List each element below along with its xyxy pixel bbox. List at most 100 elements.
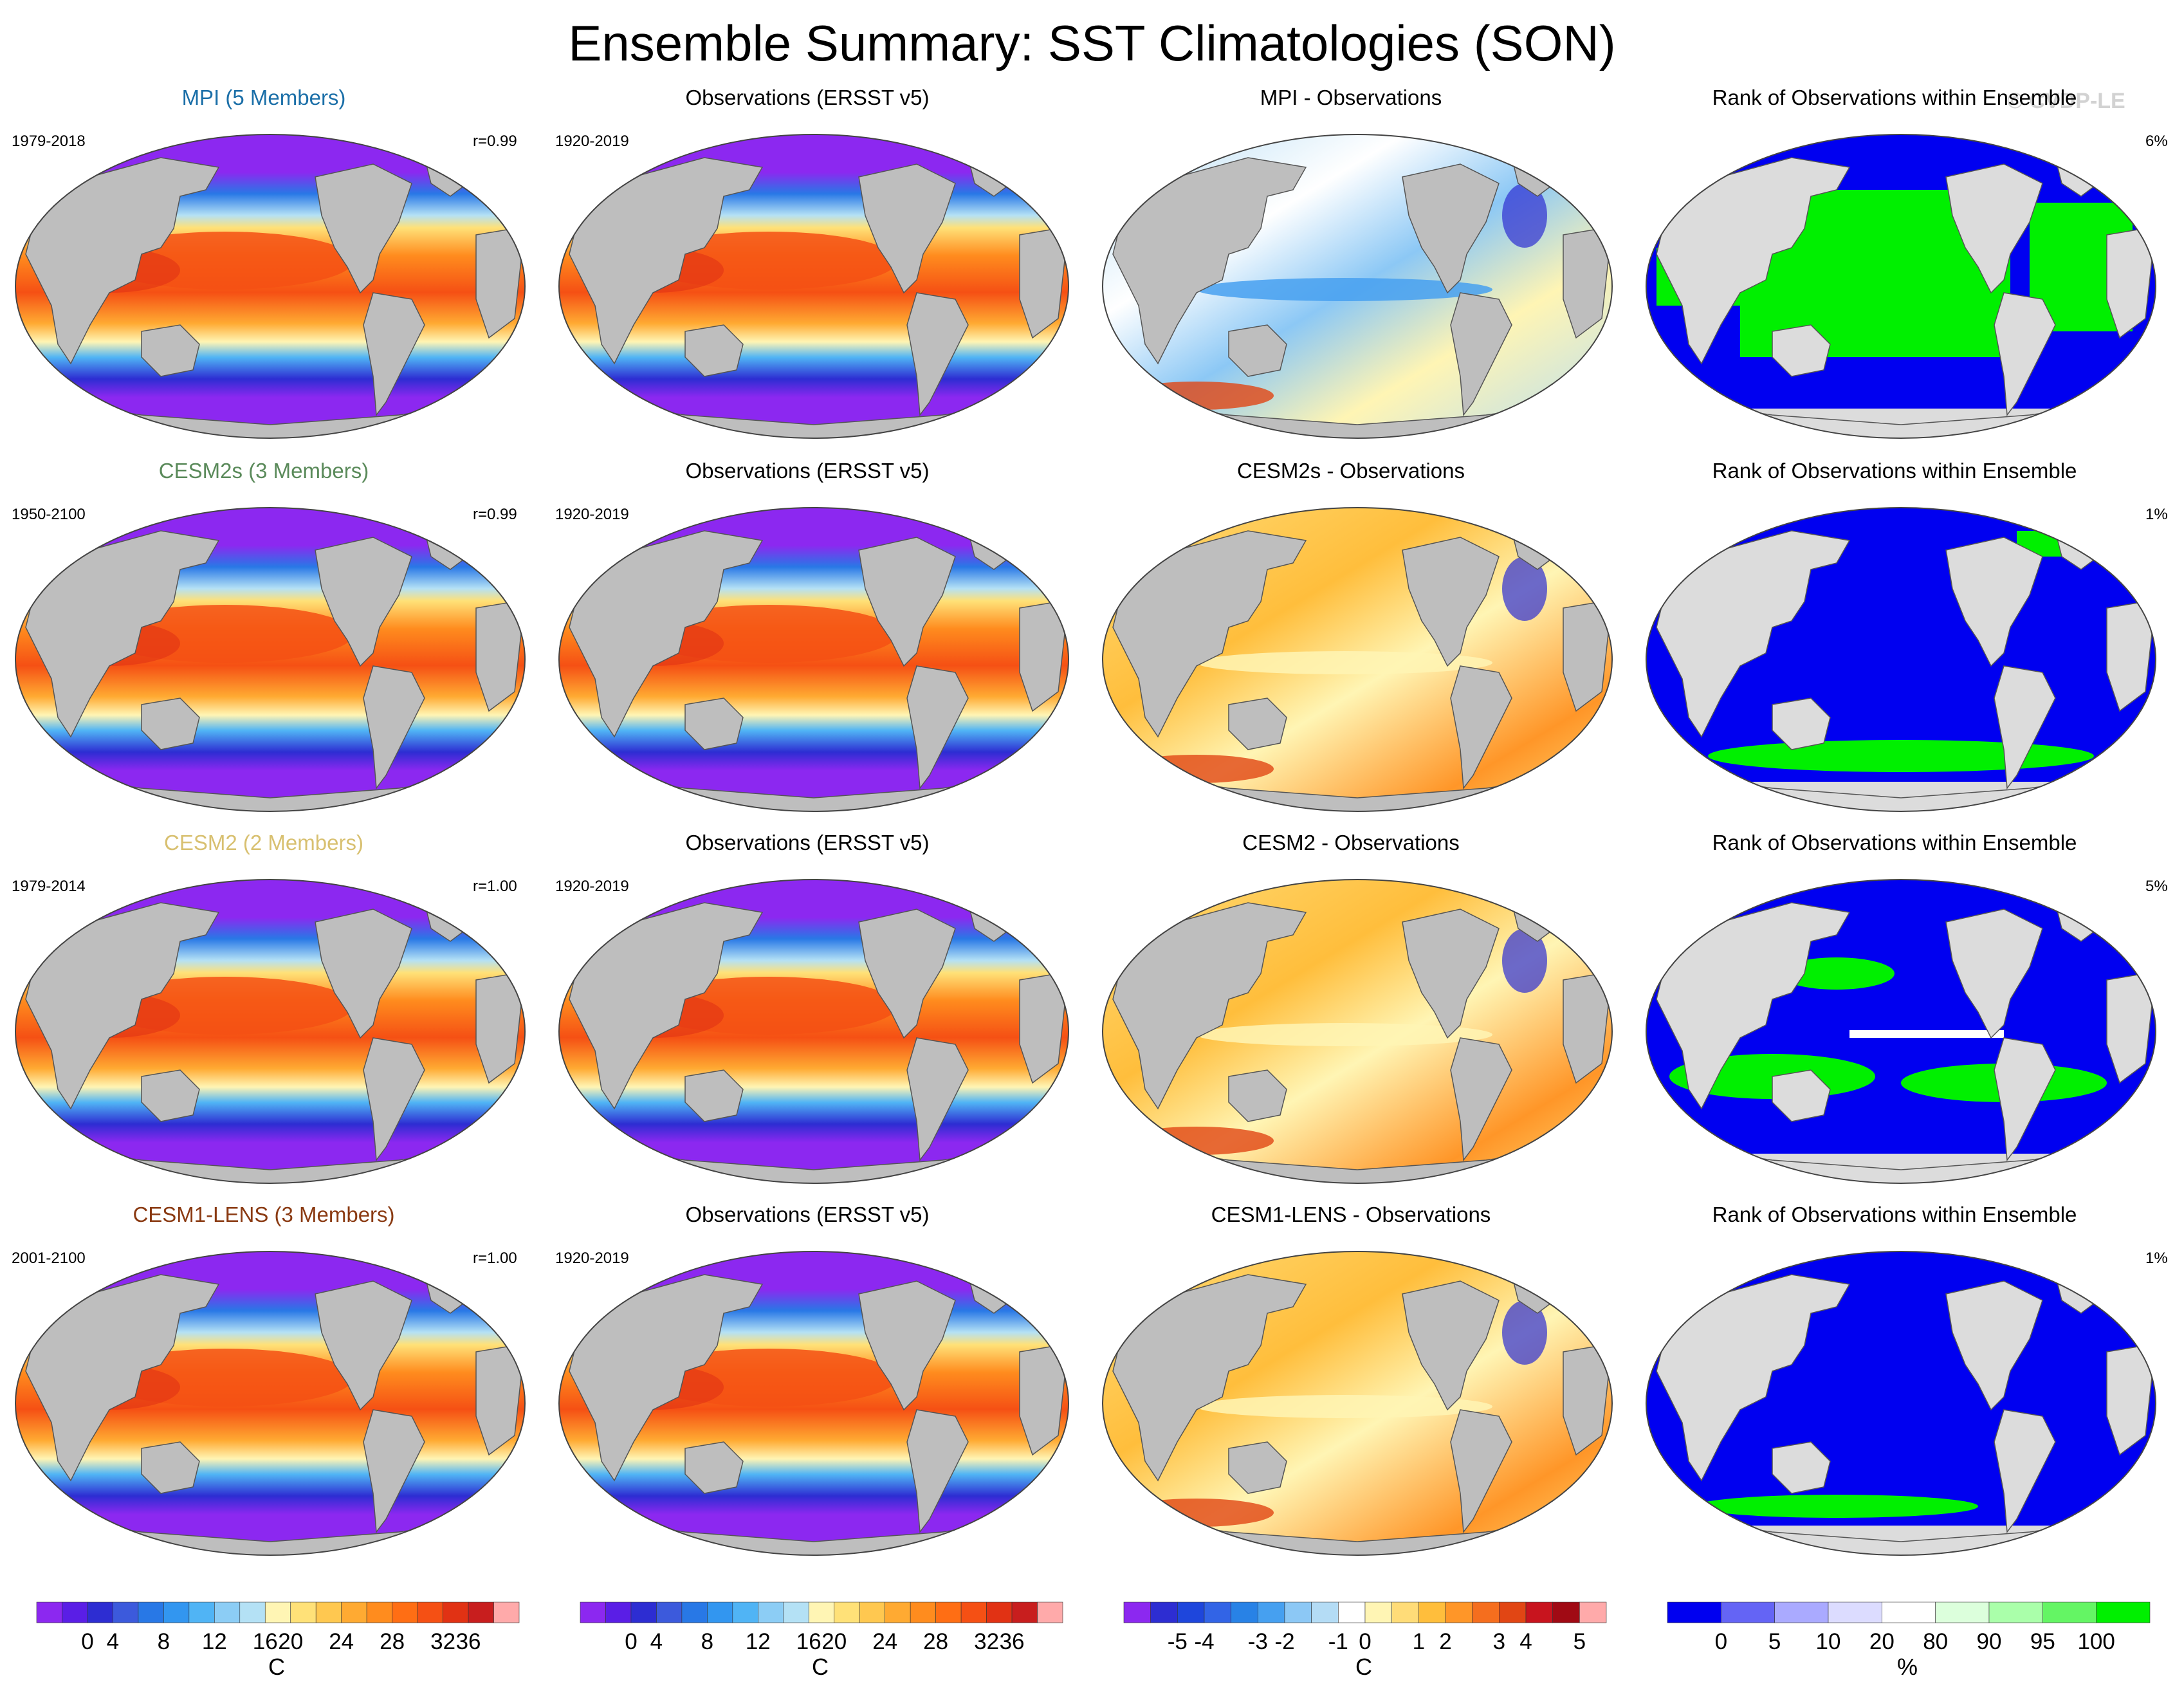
model-map-row4 xyxy=(15,1251,526,1556)
rank-percent: 1% xyxy=(2145,1250,2168,1267)
colorbar-swatch xyxy=(1177,1601,1205,1623)
model-period: 1950-2100 xyxy=(12,506,86,523)
colorbar-tick-label: 20 xyxy=(1869,1629,1895,1654)
colorbar-swatch xyxy=(580,1601,606,1623)
rank-panel-title: Rank of Observations within Ensemble xyxy=(1712,1203,2077,1226)
colorbar-swatch xyxy=(417,1601,443,1623)
colorbar-tick-label: 24 xyxy=(872,1629,898,1654)
figure-title: Ensemble Summary: SST Climatologies (SON… xyxy=(568,15,1616,71)
rank-percent: 5% xyxy=(2145,878,2168,895)
map-outline xyxy=(558,507,1069,812)
map-outline xyxy=(15,507,526,812)
southern-ocean-warm xyxy=(1119,382,1274,410)
map-outline xyxy=(1646,507,2156,812)
watermark: © CVDP-LE xyxy=(2007,89,2125,113)
rank-mid-band xyxy=(1849,1030,2004,1038)
colorbar-tick-label: 100 xyxy=(2077,1629,2115,1654)
colorbar-swatch xyxy=(732,1601,758,1623)
model-panel-title: MPI (5 Members) xyxy=(181,86,346,109)
pattern-correlation: r=1.00 xyxy=(473,878,517,895)
colorbar-3 xyxy=(1123,1601,1607,1623)
colorbar-tick-label: 20 xyxy=(278,1629,304,1654)
model-panel-title: CESM2 (2 Members) xyxy=(164,831,363,854)
colorbar-swatch xyxy=(1150,1601,1178,1623)
colorbar-tick-label: 12 xyxy=(745,1629,771,1654)
model-panel-title: CESM2s (3 Members) xyxy=(158,459,369,483)
colorbar-2 xyxy=(580,1601,1063,1623)
colorbar-swatch xyxy=(960,1601,987,1623)
colorbar-tick-label: 24 xyxy=(329,1629,354,1654)
colorbar-tick-label: 90 xyxy=(1976,1629,2002,1654)
colorbar-swatch xyxy=(1011,1601,1038,1623)
colorbar-tick-label: 36 xyxy=(455,1629,481,1654)
rank-high-region xyxy=(1695,1495,1978,1518)
colorbar-swatch xyxy=(163,1601,190,1623)
map-outline xyxy=(1102,1251,1613,1556)
equatorial-band xyxy=(1197,1023,1492,1046)
colorbar-tick-label: 4 xyxy=(1519,1629,1532,1654)
colorbar-tick-label: 5 xyxy=(1768,1629,1781,1654)
colorbar-swatch xyxy=(1882,1601,1936,1623)
colorbar-swatch xyxy=(1552,1601,1580,1623)
colorbar-tick-label: 28 xyxy=(923,1629,949,1654)
colorbar-swatch xyxy=(630,1601,657,1623)
colorbar-tick-label: 20 xyxy=(821,1629,847,1654)
map-outline xyxy=(558,1251,1069,1556)
map-outline xyxy=(1646,879,2156,1184)
colorbar-swatch xyxy=(935,1601,962,1623)
rank-high-region xyxy=(1708,740,2094,772)
colorbar-tick-label: 80 xyxy=(1923,1629,1949,1654)
colorbar-swatch xyxy=(1499,1601,1527,1623)
colorbar-swatch xyxy=(656,1601,683,1623)
obs-panel-title: Observations (ERSST v5) xyxy=(685,831,930,854)
rank-map-row2 xyxy=(1646,507,2156,812)
colorbar-swatch xyxy=(1445,1601,1473,1623)
map-outline xyxy=(1102,879,1613,1184)
colorbar-swatch xyxy=(1123,1601,1151,1623)
colorbar-swatch xyxy=(707,1601,733,1623)
model-map-row1 xyxy=(15,134,526,439)
colorbar-tick-label: 12 xyxy=(201,1629,227,1654)
obs-period: 1920-2019 xyxy=(555,878,629,895)
model-period: 2001-2100 xyxy=(12,1250,86,1267)
colorbar-swatch xyxy=(1311,1601,1339,1623)
map-outline xyxy=(15,1251,526,1556)
obs-panel-title: Observations (ERSST v5) xyxy=(685,86,930,109)
map-outline xyxy=(15,879,526,1184)
obs-panel-title: Observations (ERSST v5) xyxy=(685,459,930,483)
southern-ocean-warm xyxy=(1119,1499,1274,1527)
colorbar-tick-label: -2 xyxy=(1274,1629,1295,1654)
colorbar-tick-label: 32 xyxy=(974,1629,1000,1654)
rank-high-region xyxy=(1779,957,1895,990)
obs-map-row3 xyxy=(558,879,1069,1184)
colorbar-tick-label: 0 xyxy=(625,1629,638,1654)
colorbar-swatch xyxy=(1935,1601,1990,1623)
obs-period: 1920-2019 xyxy=(555,133,629,150)
colorbar-tick-label: 32 xyxy=(430,1629,456,1654)
colorbar-swatch xyxy=(1721,1601,1775,1623)
colorbar-swatch xyxy=(605,1601,632,1623)
colorbar-swatch xyxy=(341,1601,367,1623)
colorbar-swatch xyxy=(910,1601,936,1623)
model-period: 1979-2018 xyxy=(12,133,86,150)
colorbar-swatch xyxy=(1579,1601,1607,1623)
colorbar-swatch xyxy=(808,1601,835,1623)
gulf-stream-cold xyxy=(1502,1300,1547,1365)
obs-map-row1 xyxy=(558,134,1069,439)
colorbar-swatch xyxy=(2042,1601,2097,1623)
southern-ocean-warm xyxy=(1119,1127,1274,1155)
colorbar-swatch xyxy=(1525,1601,1553,1623)
colorbar-1 xyxy=(36,1601,520,1623)
colorbar-tick-label: 8 xyxy=(701,1629,714,1654)
colorbar-swatch xyxy=(1231,1601,1258,1623)
model-map-row2 xyxy=(15,507,526,812)
model-map-row3 xyxy=(15,879,526,1184)
rank-panel-title: Rank of Observations within Ensemble xyxy=(1712,86,2077,109)
map-outline xyxy=(1646,1251,2156,1556)
colorbar-tick-label: 4 xyxy=(106,1629,120,1654)
rank-percent: 1% xyxy=(2145,506,2168,523)
pattern-correlation: r=1.00 xyxy=(473,1250,517,1267)
model-panel-title: CESM1-LENS (3 Members) xyxy=(133,1203,395,1226)
obs-period: 1920-2019 xyxy=(555,1250,629,1267)
colorbar-swatch xyxy=(443,1601,469,1623)
